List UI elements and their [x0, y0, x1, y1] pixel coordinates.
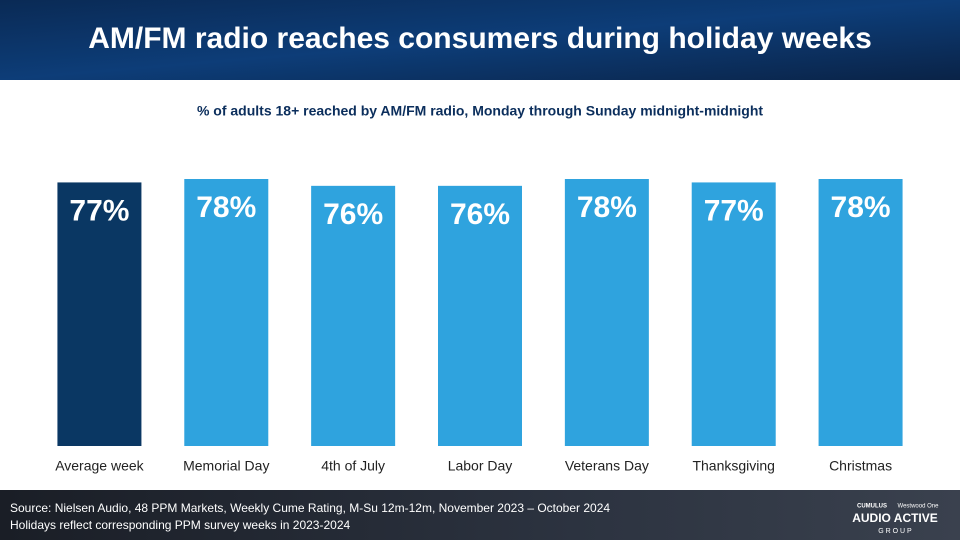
- logo-name: AUDIO ACTIVE: [852, 511, 938, 525]
- value-label: 77%: [69, 194, 129, 227]
- chart-title: AM/FM radio reaches consumers during hol…: [88, 22, 872, 55]
- value-label: 78%: [196, 191, 256, 224]
- bar: [818, 179, 903, 446]
- value-label: 77%: [704, 194, 764, 227]
- x-tick-label: Memorial Day: [183, 458, 269, 474]
- value-label: 76%: [450, 198, 510, 231]
- footer-band: [0, 490, 960, 540]
- bar: [438, 185, 522, 446]
- x-tick-label: Average week: [55, 458, 144, 474]
- x-tick-label: 4th of July: [321, 458, 385, 474]
- logo-brand: Westwood One: [898, 504, 940, 510]
- x-tick-label: Thanksgiving: [692, 458, 775, 474]
- logo-sub: G R O U P: [878, 528, 912, 535]
- value-label: 78%: [831, 191, 891, 224]
- bar: [691, 182, 776, 446]
- bar: [564, 179, 649, 446]
- header-band: [0, 0, 960, 80]
- logo-brand: CUMULUS: [857, 504, 887, 510]
- bar: [311, 185, 396, 446]
- source-note: Holidays reflect corresponding PPM surve…: [10, 518, 350, 532]
- bar: [57, 182, 142, 446]
- value-label: 78%: [577, 191, 637, 224]
- value-label: 76%: [323, 198, 383, 231]
- x-tick-label: Labor Day: [448, 458, 513, 474]
- x-tick-label: Christmas: [829, 458, 892, 474]
- bar: [184, 179, 269, 446]
- source-note: Source: Nielsen Audio, 48 PPM Markets, W…: [10, 501, 610, 515]
- chart-subtitle: % of adults 18+ reached by AM/FM radio, …: [197, 103, 763, 119]
- x-tick-label: Veterans Day: [565, 458, 649, 474]
